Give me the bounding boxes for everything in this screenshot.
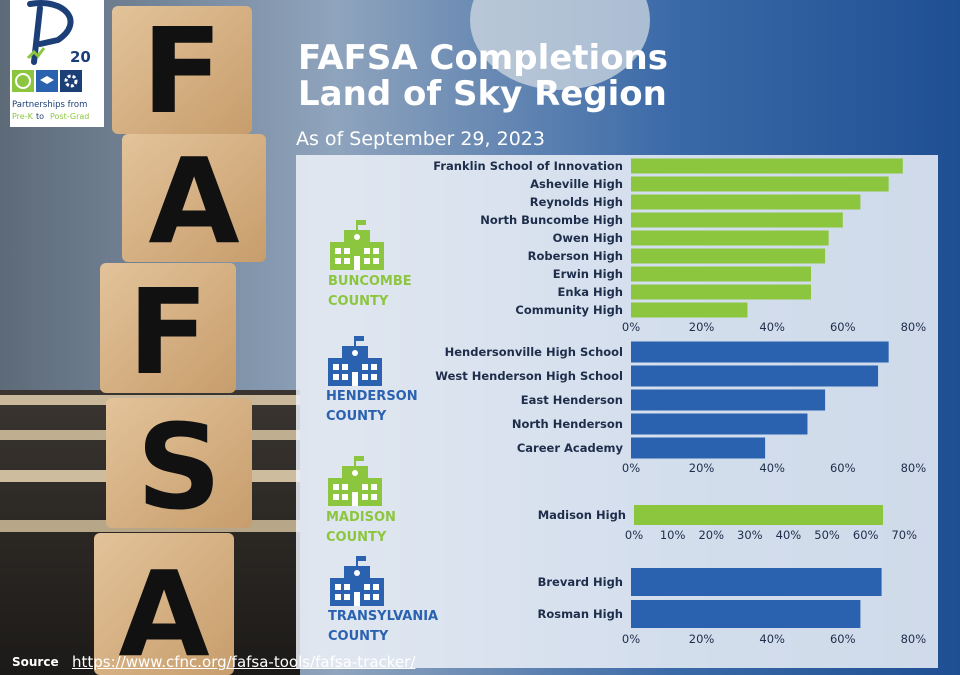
county-label-buncombe: BUNCOMBE COUNTY <box>328 272 412 312</box>
county-label-transylvania: TRANSYLVANIA COUNTY <box>328 607 438 647</box>
block-letter-a2: A <box>118 545 209 675</box>
category-label: Enka High <box>558 285 623 299</box>
axis-tick-label: 0% <box>625 528 643 542</box>
category-label: Franklin School of Innovation <box>433 159 623 173</box>
category-label: Career Academy <box>517 441 624 455</box>
category-label: West Henderson High School <box>435 369 623 383</box>
category-label: East Henderson <box>521 393 623 407</box>
building-icon <box>328 456 382 506</box>
bar <box>631 158 903 174</box>
axis-tick-label: 80% <box>901 632 927 646</box>
axis-tick-label: 40% <box>759 320 785 334</box>
axis-tick-label: 40% <box>759 632 785 646</box>
county-suffix: COUNTY <box>326 409 387 424</box>
block-letter-f: F <box>142 2 223 140</box>
logo-tagline-1: Partnerships from <box>12 100 87 110</box>
bar <box>631 176 889 192</box>
bar <box>631 212 843 228</box>
source-link[interactable]: https://www.cfnc.org/fafsa-tools/fafsa-t… <box>72 653 416 671</box>
p20-logo: 20 Partnerships from Pre-K to Post-Grad <box>10 0 104 127</box>
axis-tick-label: 20% <box>689 632 715 646</box>
block-letter-a: A <box>148 132 239 270</box>
county-label-henderson: HENDERSON COUNTY <box>326 387 418 427</box>
axis-tick-label: 50% <box>814 528 840 542</box>
axis-tick-label: 0% <box>622 461 640 475</box>
graduation-cap-icon <box>40 76 54 84</box>
category-label: North Henderson <box>512 417 623 431</box>
category-label: North Buncombe High <box>480 213 623 227</box>
title-line-1: FAFSA Completions <box>298 38 668 78</box>
axis-tick-label: 70% <box>891 528 917 542</box>
category-label: Roberson High <box>528 249 623 263</box>
block-letter-f2: F <box>128 263 209 401</box>
source-label: Source <box>12 655 59 669</box>
county-label-madison: MADISON COUNTY <box>326 508 396 548</box>
logo-tagline-2a: Pre-K <box>12 112 34 121</box>
fafsa-blocks <box>94 6 266 675</box>
axis-tick-label: 60% <box>830 632 856 646</box>
bar <box>631 568 882 596</box>
axis-tick-label: 80% <box>901 320 927 334</box>
county-name: HENDERSON <box>326 389 418 404</box>
category-label: Community High <box>515 303 623 317</box>
axis-tick-label: 40% <box>776 528 802 542</box>
county-name: MADISON <box>326 510 396 525</box>
logo-tagline-2b: to <box>36 112 44 121</box>
axis-tick-label: 40% <box>759 461 785 475</box>
axis-tick-label: 60% <box>853 528 879 542</box>
axis-tick-label: 10% <box>660 528 686 542</box>
county-name: BUNCOMBE <box>328 274 412 289</box>
building-icon <box>330 220 384 270</box>
county-name: TRANSYLVANIA <box>328 609 439 624</box>
bar <box>634 505 884 525</box>
bar <box>631 194 861 210</box>
bar <box>631 365 879 387</box>
compass-icon <box>15 73 31 89</box>
category-label: Brevard High <box>538 575 623 589</box>
building-icon <box>330 556 384 606</box>
axis-tick-label: 20% <box>689 320 715 334</box>
title-line-2: Land of Sky Region <box>298 74 667 114</box>
logo-number: 20 <box>70 48 91 66</box>
page-title: FAFSA Completions Land of Sky Region <box>298 40 668 112</box>
category-label: Madison High <box>538 508 626 522</box>
building-icon <box>328 336 382 386</box>
bar <box>631 230 829 246</box>
bar <box>631 302 748 318</box>
category-label: Reynolds High <box>530 195 623 209</box>
category-label: Asheville High <box>530 177 623 191</box>
bar <box>631 266 811 282</box>
axis-tick-label: 20% <box>698 528 724 542</box>
page-subtitle: As of September 29, 2023 <box>296 128 545 150</box>
block-letter-s: S <box>137 398 222 536</box>
category-label: Rosman High <box>537 607 623 621</box>
bar <box>631 284 811 300</box>
category-label: Owen High <box>553 231 623 245</box>
axis-tick-label: 60% <box>830 320 856 334</box>
logo-tagline-2c: Post-Grad <box>50 112 89 121</box>
bar <box>631 600 861 628</box>
category-label: Erwin High <box>553 267 623 281</box>
axis-tick-label: 80% <box>901 461 927 475</box>
county-suffix: COUNTY <box>328 629 389 644</box>
axis-tick-label: 0% <box>622 632 640 646</box>
bar <box>631 248 826 264</box>
county-suffix: COUNTY <box>328 294 389 309</box>
gear-icon <box>64 74 78 88</box>
category-label: Hendersonville High School <box>445 345 623 359</box>
bar <box>631 437 766 459</box>
bar <box>631 341 889 363</box>
axis-tick-label: 0% <box>622 320 640 334</box>
axis-tick-label: 60% <box>830 461 856 475</box>
bar <box>631 389 826 411</box>
bar <box>631 413 808 435</box>
axis-tick-label: 20% <box>689 461 715 475</box>
axis-tick-label: 30% <box>737 528 763 542</box>
county-suffix: COUNTY <box>326 530 387 545</box>
